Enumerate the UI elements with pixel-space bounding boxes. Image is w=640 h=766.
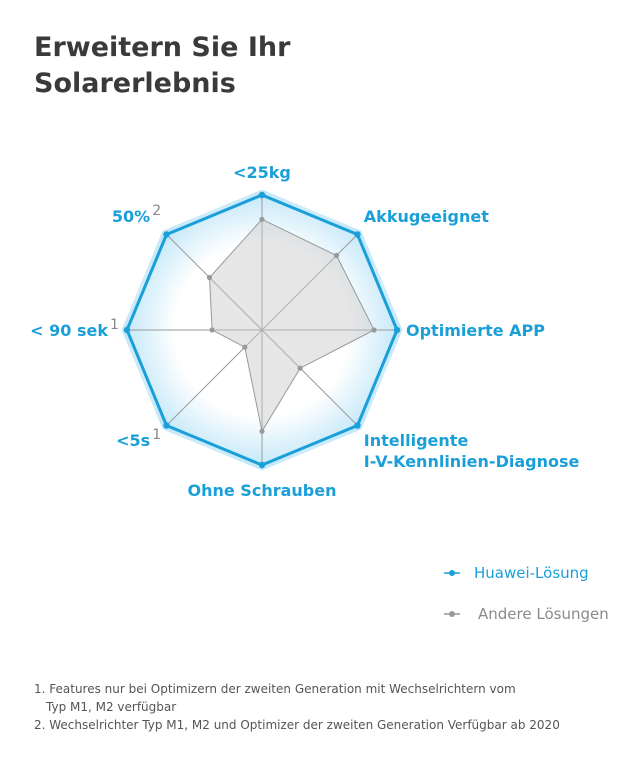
axis-label-line: I-V-Kennlinien-Diagnose	[364, 452, 580, 471]
legend-label: Huawei-Lösung	[474, 564, 589, 582]
footnote-1: 1. Features nur bei Optimizern der zweit…	[34, 682, 516, 696]
footnote-marker: 1	[152, 427, 161, 443]
series-andere-point	[333, 252, 340, 259]
footnote-marker: 1	[110, 317, 119, 333]
series-huawei-point	[163, 422, 170, 429]
spoke-line	[166, 234, 263, 331]
legend-label: Andere Lösungen	[478, 605, 609, 623]
series-huawei-point	[393, 326, 401, 334]
series-andere-point	[297, 365, 303, 371]
axis-label: <25kg	[233, 163, 291, 182]
axis-label: Akkugeeignet	[364, 207, 489, 226]
series-huawei-point	[123, 326, 131, 334]
legend-marker	[449, 611, 455, 617]
axis-label-line: <25kg	[233, 163, 291, 182]
series-huawei-point	[354, 422, 361, 429]
axis-label: < 90 sek	[30, 321, 108, 340]
series-andere-point	[259, 428, 265, 434]
footnote-1-continued: Typ M1, M2 verfügbar	[46, 700, 177, 714]
series-huawei-point	[163, 231, 170, 238]
axis-label: Intelligente I-V-Kennlinien-Diagnose	[364, 431, 580, 471]
series-huawei-point	[354, 231, 361, 238]
axis-label: Optimierte APP	[406, 321, 545, 340]
page-title: Erweitern Sie Ihr Solarerlebnis	[34, 30, 434, 102]
axis-label: 50%	[112, 207, 150, 226]
axis-label: <5s	[116, 431, 150, 450]
footnote-marker: 2	[152, 203, 161, 219]
spoke-line	[261, 234, 358, 331]
legend-marker	[449, 570, 455, 576]
axis-label-line: < 90 sek	[30, 321, 108, 340]
axis-label-line: <5s	[116, 431, 150, 450]
series-huawei-point	[258, 191, 266, 199]
footnotes: 1. Features nur bei Optimizern der zweit…	[34, 680, 614, 734]
spoke-line	[261, 329, 358, 426]
axis-label-line: Intelligente	[364, 431, 469, 450]
axis-label-line: Optimierte APP	[406, 321, 545, 340]
title-line-2: Solarerlebnis	[34, 68, 236, 99]
series-andere-point	[209, 327, 215, 333]
axis-label-line: Ohne Schrauben	[188, 481, 337, 500]
axis-label-line: 50%	[112, 207, 150, 226]
series-andere-point	[371, 327, 377, 333]
series-andere-point	[242, 344, 248, 350]
axis-label-line: Akkugeeignet	[364, 207, 489, 226]
series-andere-point	[259, 216, 265, 222]
series-andere-point	[206, 274, 213, 281]
axis-label: Ohne Schrauben	[188, 481, 337, 500]
title-line-1: Erweitern Sie Ihr	[34, 32, 291, 63]
radar-chart: <25kg Akkugeeignet Optimierte APP Intellige…	[30, 163, 609, 623]
series-huawei-point	[258, 461, 266, 469]
footnote-2: 2. Wechselrichter Typ M1, M2 und Optimiz…	[34, 718, 560, 732]
